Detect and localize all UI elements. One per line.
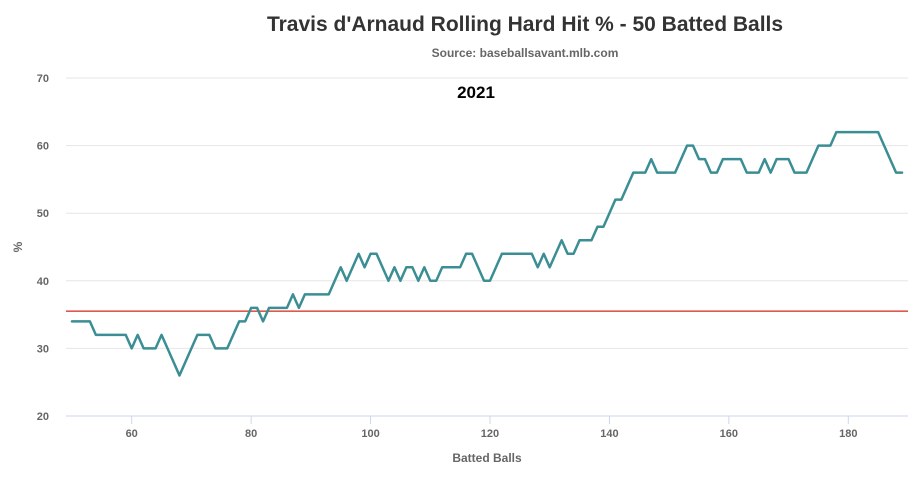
x-tick-label: 140 <box>600 428 618 440</box>
y-tick-label: 20 <box>37 411 49 423</box>
y-tick-label: 50 <box>37 208 49 220</box>
chart-subtitle: Source: baseballsavant.mlb.com <box>432 46 619 60</box>
x-tick-label: 160 <box>720 428 738 440</box>
chart-title: Travis d'Arnaud Rolling Hard Hit % - 50 … <box>267 13 783 36</box>
y-tick-label: 30 <box>37 343 49 355</box>
axes: 20 30 40 50 60 70 60 80 100 120 140 160 180 <box>37 73 908 440</box>
x-tick-label: 120 <box>481 428 499 440</box>
y-tick-label: 40 <box>37 276 49 288</box>
y-tick-label: 60 <box>37 141 49 153</box>
y-axis-title: % <box>11 241 25 252</box>
x-tick-label: 60 <box>126 428 138 440</box>
x-tick-label: 80 <box>245 428 257 440</box>
series-line <box>70 130 904 377</box>
series-group <box>70 130 904 377</box>
year-annotation: 2021 <box>457 83 495 102</box>
x-tick-label: 100 <box>361 428 379 440</box>
gridlines <box>66 77 908 349</box>
y-tick-label: 70 <box>37 73 49 85</box>
x-tick-label: 180 <box>839 428 857 440</box>
x-axis-title: Batted Balls <box>452 451 522 465</box>
